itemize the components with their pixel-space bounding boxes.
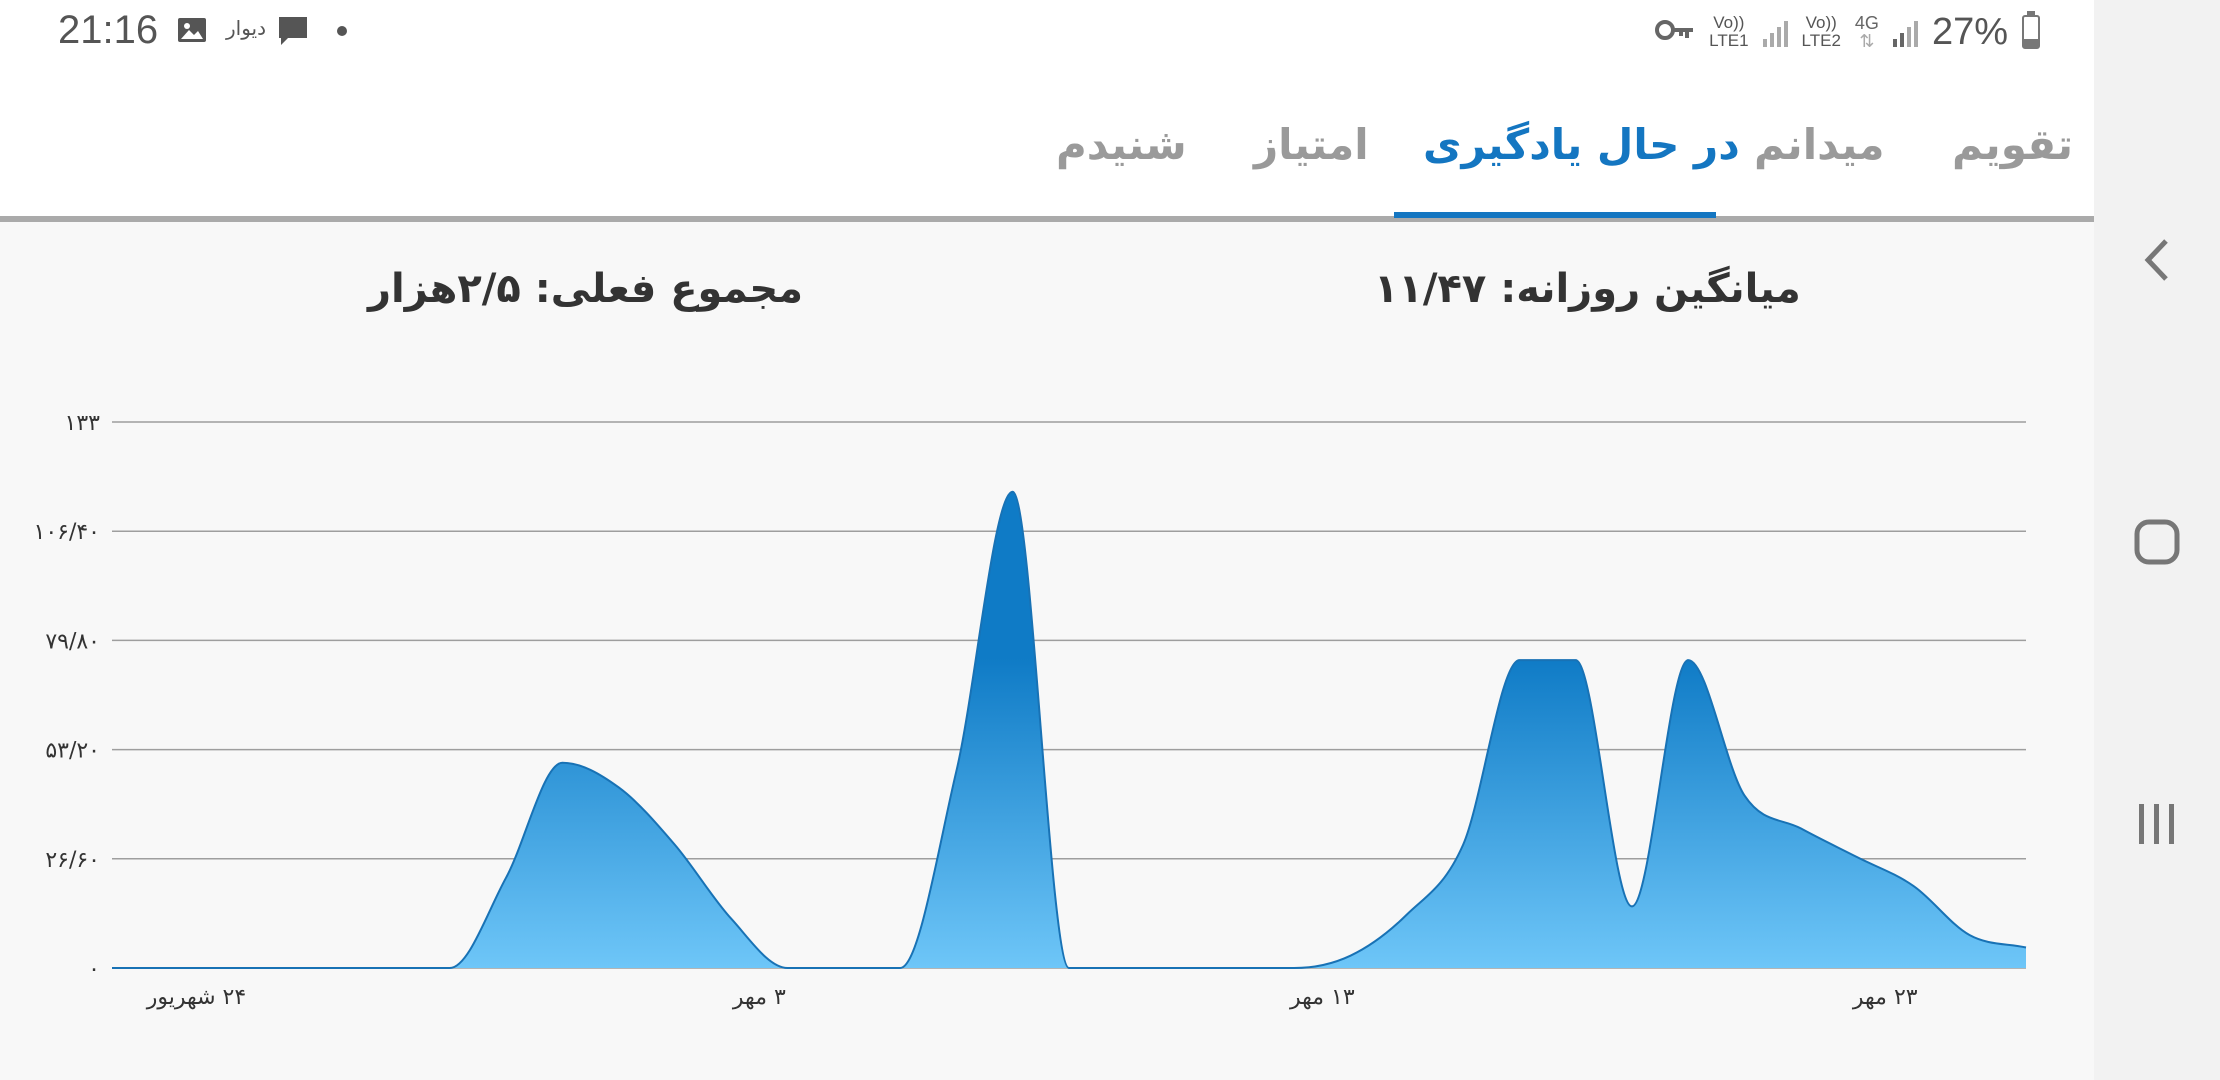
tab-bar: تقویم میدانم در حال یادگیری امتیاز شنیدم (0, 64, 2094, 222)
vpn-key-icon (1655, 18, 1695, 46)
back-button[interactable] (2094, 200, 2220, 320)
learning-area-chart: ۰ ۲۶/۶۰ ۵۳/۲۰ ۷۹/۸۰ ۱۰۶/۴۰ ۱۳۳ ۲۴ شهریور ۳ مهر… (34, 411, 2027, 1010)
navigation-bar (2094, 0, 2220, 1080)
y-tick-label: ۱۰۶/۴۰ (34, 520, 101, 545)
y-tick-label: ۷۹/۸۰ (45, 629, 100, 654)
network-type-indicator: 4G ⇅ (1854, 13, 1879, 51)
signal-icon (1762, 17, 1788, 47)
tab-learning[interactable]: در حال یادگیری (1423, 120, 1740, 169)
battery-icon (2022, 11, 2040, 49)
sim1-indicator: Vo)) LTE1 (1709, 13, 1749, 50)
image-icon (176, 14, 208, 50)
back-chevron-icon (2144, 239, 2168, 281)
area-fill (112, 491, 2026, 968)
recents-button[interactable] (2094, 764, 2220, 884)
status-time: 21:16 (58, 8, 159, 52)
y-tick-label: ۱۳۳ (65, 411, 101, 436)
tab-heard[interactable]: شنیدم (1056, 120, 1187, 169)
home-button[interactable] (2094, 482, 2220, 602)
dot-icon (337, 26, 347, 36)
active-tab-indicator (1394, 212, 1716, 218)
divar-icon: دیوار (226, 16, 267, 40)
area-line (111, 490, 2027, 970)
current-total: مجموع فعلی: ۲/۵هزار (368, 266, 804, 312)
status-right: Vo)) LTE1 Vo)) LTE2 4G ⇅ 27% (1655, 10, 2094, 53)
y-tick-label: ۰ (88, 957, 100, 982)
y-tick-label: ۵۳/۲۰ (45, 739, 100, 764)
x-tick-label: ۲۳ مهر (1852, 985, 1918, 1010)
x-tick-label: ۳ مهر (732, 985, 786, 1010)
status-bar: 21:16 دیوار Vo)) LTE1 Vo)) LTE2 4G ⇅ 27% (0, 0, 2094, 64)
daily-average: میانگین روزانه: ۱۱/۴۷ (1374, 266, 1801, 312)
message-icon (276, 14, 310, 52)
tab-known[interactable]: میدانم (1754, 120, 1885, 169)
recents-icon (2139, 804, 2174, 844)
signal-icon (1892, 17, 1918, 47)
tab-score[interactable]: امتیاز (1254, 120, 1369, 169)
x-tick-label: ۲۴ شهریور (146, 985, 246, 1010)
battery-percent: 27% (1931, 10, 2008, 53)
x-tick-label: ۱۳ مهر (1289, 985, 1355, 1010)
tab-calendar[interactable]: تقویم (1952, 120, 2074, 169)
sim2-indicator: Vo)) LTE2 (1801, 13, 1841, 50)
home-icon (2134, 519, 2180, 565)
y-tick-label: ۲۶/۶۰ (45, 848, 100, 873)
